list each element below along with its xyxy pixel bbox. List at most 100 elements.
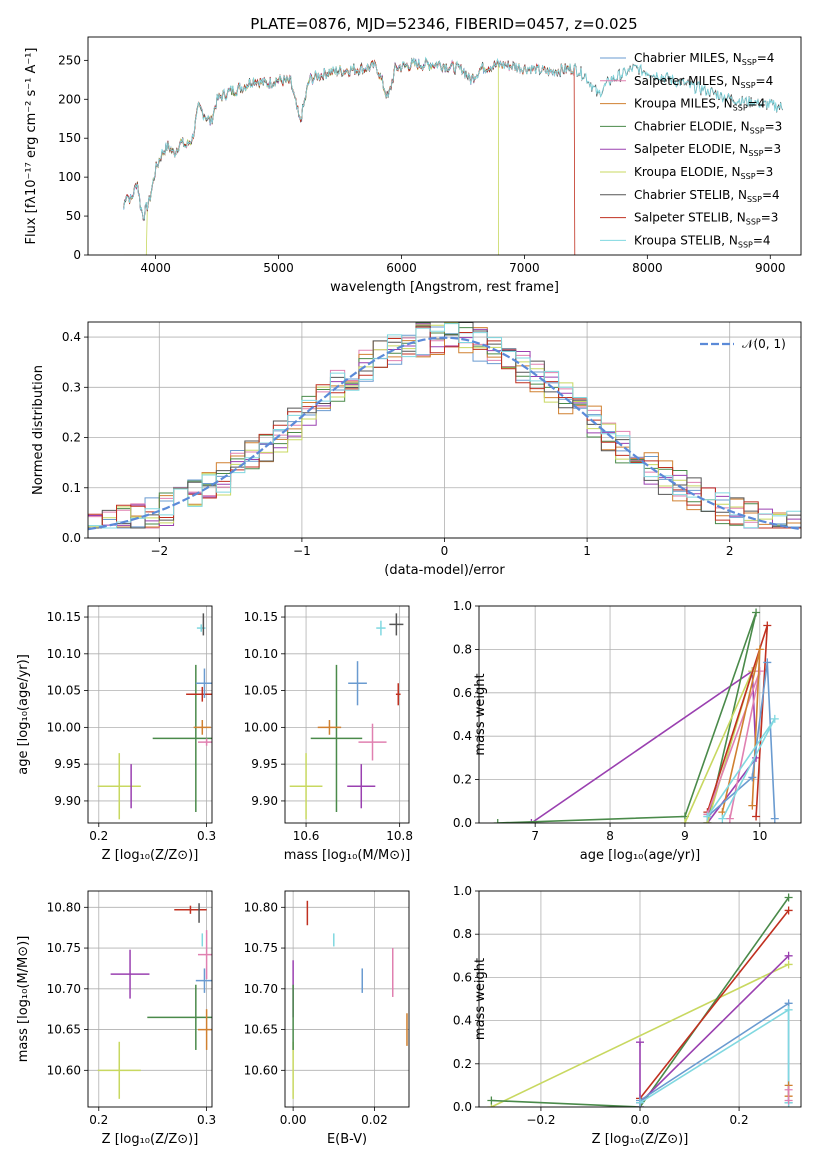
- x-tick-label: −2: [150, 544, 168, 558]
- plot-area: [493, 608, 779, 823]
- y-tick-label: 9.90: [54, 794, 81, 808]
- y-tick-label: 10.15: [47, 610, 81, 624]
- y-tick-label: 150: [58, 131, 81, 145]
- plot-area: [97, 613, 212, 820]
- y-tick-label: 10.60: [47, 1063, 81, 1077]
- y-tick-label: 10.10: [47, 647, 81, 661]
- y-tick-label: 1.0: [453, 599, 472, 613]
- histogram-2: [88, 322, 801, 529]
- y-tick-label: 0.6: [453, 970, 472, 984]
- x-axis-label: (data-model)/error: [384, 563, 505, 578]
- panel-spectrum: 4000 5000 6000 7000 8000 9000 0 50 100 150 200 250 C…: [24, 36, 802, 295]
- legend-label: Kroupa MILES, NSSP=4: [634, 97, 765, 113]
- y-tick-label: 0.4: [453, 1014, 472, 1028]
- weight-marker: [636, 1038, 644, 1047]
- panel-residuals: −2 −1 0 1 2 0.0 0.1 0.2 0.3 0.4 𝒩(0, 1) (data-model…: [31, 321, 802, 578]
- legend-label: 𝒩(0, 1): [742, 337, 786, 351]
- y-tick-label: 10.80: [47, 900, 81, 914]
- spectrum-line-7: [123, 58, 576, 255]
- histogram-7: [88, 326, 801, 529]
- axes-frame: [87, 36, 802, 256]
- panel-weight-vs-Z: −0.2 0.0 0.2 0.0 0.2 0.4 0.6 0.8 1.0 Z [log₁₀(Z/Z…: [453, 884, 802, 1147]
- weight-marker: [636, 1098, 644, 1107]
- legend-label: Salpeter ELODIE, NSSP=3: [634, 142, 781, 158]
- weight-marker: [752, 608, 761, 617]
- panel-age-vs-Z: 0.2 0.3 9.90 9.95 10.00 10.05 10.10 10.15 Z [log…: [16, 605, 216, 863]
- y-tick-label: 0.6: [453, 686, 472, 700]
- spectrum-line-5: [123, 58, 500, 255]
- x-tick-label: 9000: [755, 261, 786, 275]
- weight-marker: [770, 714, 779, 723]
- y-tick-label: 10.65: [47, 1023, 81, 1037]
- x-tick-label: 4000: [140, 261, 171, 275]
- x-tick-label: 8000: [632, 261, 663, 275]
- weight-marker: [784, 1005, 793, 1014]
- axes-frame: [478, 605, 802, 824]
- y-tick-label: 9.95: [54, 757, 81, 771]
- weight-marker: [770, 814, 779, 823]
- histogram-8: [88, 323, 801, 529]
- x-tick-label: 0.0: [630, 1113, 649, 1127]
- x-tick-label: 2: [726, 544, 734, 558]
- weight-line-0: [530, 669, 757, 823]
- weight-marker: [752, 812, 761, 821]
- y-tick-label: 10.05: [47, 684, 81, 698]
- x-axis-label: Z [log₁₀(Z/Z⊙)]: [102, 1132, 199, 1147]
- y-axis-label: Normed distribution: [31, 365, 46, 495]
- plot-area: [487, 893, 793, 1107]
- weight-marker: [784, 951, 793, 960]
- y-tick-label: 10.10: [244, 647, 278, 661]
- legend-label: Salpeter STELIB, NSSP=3: [634, 211, 778, 227]
- axes-frame: [284, 890, 410, 1108]
- y-tick-label: 0: [73, 248, 81, 262]
- legend-label: Kroupa STELIB, NSSP=4: [634, 233, 771, 249]
- x-tick-label: 5000: [263, 261, 294, 275]
- y-axis-label: mass weight: [473, 958, 488, 1040]
- panel-mass-vs-EBV: 0.00 0.02 10.60 10.65 10.70 10.75 10.80 E(B-V): [244, 890, 410, 1147]
- spectrum-line-8: [123, 56, 783, 220]
- x-axis-label: E(B-V): [327, 1132, 367, 1147]
- y-tick-label: 0.1: [62, 481, 81, 495]
- weight-marker: [487, 1096, 496, 1105]
- y-tick-label: 10.05: [244, 684, 278, 698]
- x-tick-label: 0: [441, 544, 449, 558]
- y-tick-label: 10.75: [244, 941, 278, 955]
- weight-marker: [755, 645, 764, 654]
- weight-marker: [725, 814, 734, 823]
- legend-label: Chabrier STELIB, NSSP=4: [634, 188, 780, 204]
- weight-line-4: [639, 1001, 790, 1103]
- x-tick-label: 0.2: [89, 829, 108, 843]
- x-tick-label: −0.2: [526, 1113, 555, 1127]
- axes-frame: [87, 890, 213, 1108]
- legend-label: Kroupa ELODIE, NSSP=3: [634, 165, 773, 181]
- y-axis-label: age [log₁₀(age/yr)]: [16, 654, 31, 775]
- y-tick-label: 0.0: [453, 1100, 472, 1114]
- legend-label: Chabrier ELODIE, NSSP=3: [634, 119, 782, 135]
- y-tick-label: 0.2: [453, 773, 472, 787]
- x-tick-label: 10.8: [386, 829, 413, 843]
- y-tick-label: 9.95: [251, 757, 278, 771]
- x-axis-label: Z [log₁₀(Z/Z⊙)]: [102, 848, 199, 863]
- panel-weight-vs-age: 7 8 9 10 0.0 0.2 0.4 0.6 0.8 1.0 age [log₁₀(age/yr…: [453, 599, 802, 863]
- weight-marker: [784, 906, 793, 915]
- y-tick-label: 200: [58, 92, 81, 106]
- weight-marker: [763, 621, 772, 630]
- gaussian-curve: [88, 336, 801, 531]
- x-axis-label: wavelength [Angstrom, rest frame]: [330, 280, 559, 295]
- x-tick-label: 0.2: [89, 1113, 108, 1127]
- y-tick-label: 0.0: [62, 531, 81, 545]
- y-tick-label: 10.00: [244, 720, 278, 734]
- weight-marker: [784, 960, 793, 969]
- y-tick-label: 9.90: [251, 794, 278, 808]
- y-tick-label: 10.00: [47, 720, 81, 734]
- x-tick-label: 6000: [386, 261, 417, 275]
- weight-marker: [784, 1096, 793, 1105]
- y-tick-label: 10.70: [244, 982, 278, 996]
- weight-line-6: [706, 662, 776, 819]
- panel-mass-vs-Z: 0.2 0.3 10.60 10.65 10.70 10.75 10.80 Z [log₁₀(…: [16, 890, 216, 1147]
- x-tick-label: 7000: [509, 261, 540, 275]
- plot-area: [289, 613, 404, 820]
- y-tick-label: 100: [58, 170, 81, 184]
- x-tick-label: 0.3: [197, 829, 216, 843]
- x-tick-label: 8: [606, 829, 614, 843]
